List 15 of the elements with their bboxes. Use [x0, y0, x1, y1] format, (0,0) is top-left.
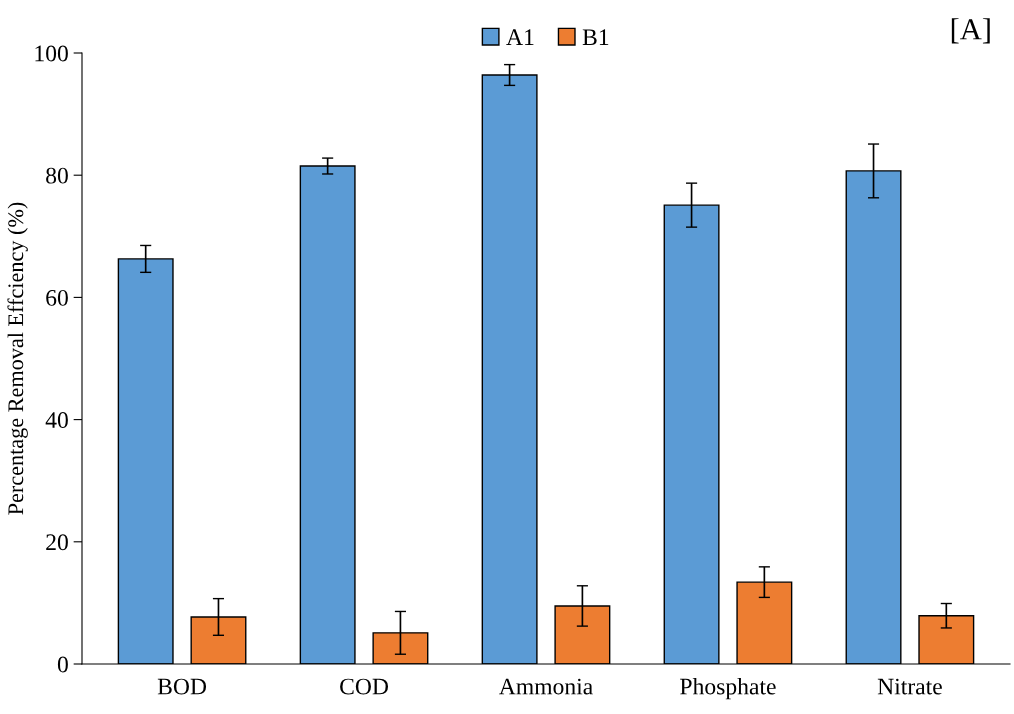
y-axis-title: Percentage Removal Effciency (%) — [7, 202, 28, 515]
x-tick-label: COD — [340, 678, 389, 695]
legend-label: B1 — [582, 29, 609, 46]
legend-label: A1 — [506, 29, 534, 45]
text: [A] — [951, 18, 990, 44]
y-tick-label: 40 — [45, 412, 68, 429]
x-tick-label: Ammonia — [499, 678, 593, 695]
x-tick-label: Nitrate — [877, 678, 942, 695]
y-tick-label: 20 — [46, 534, 68, 551]
y-tick-label: 0 — [57, 656, 68, 673]
y-tick-label: 100 — [35, 45, 68, 62]
y-tick-label: 80 — [46, 167, 68, 184]
x-tick-label: BOD — [157, 678, 207, 695]
y-tick-label: 60 — [46, 289, 68, 306]
x-tick-label: Phosphate — [680, 677, 776, 700]
